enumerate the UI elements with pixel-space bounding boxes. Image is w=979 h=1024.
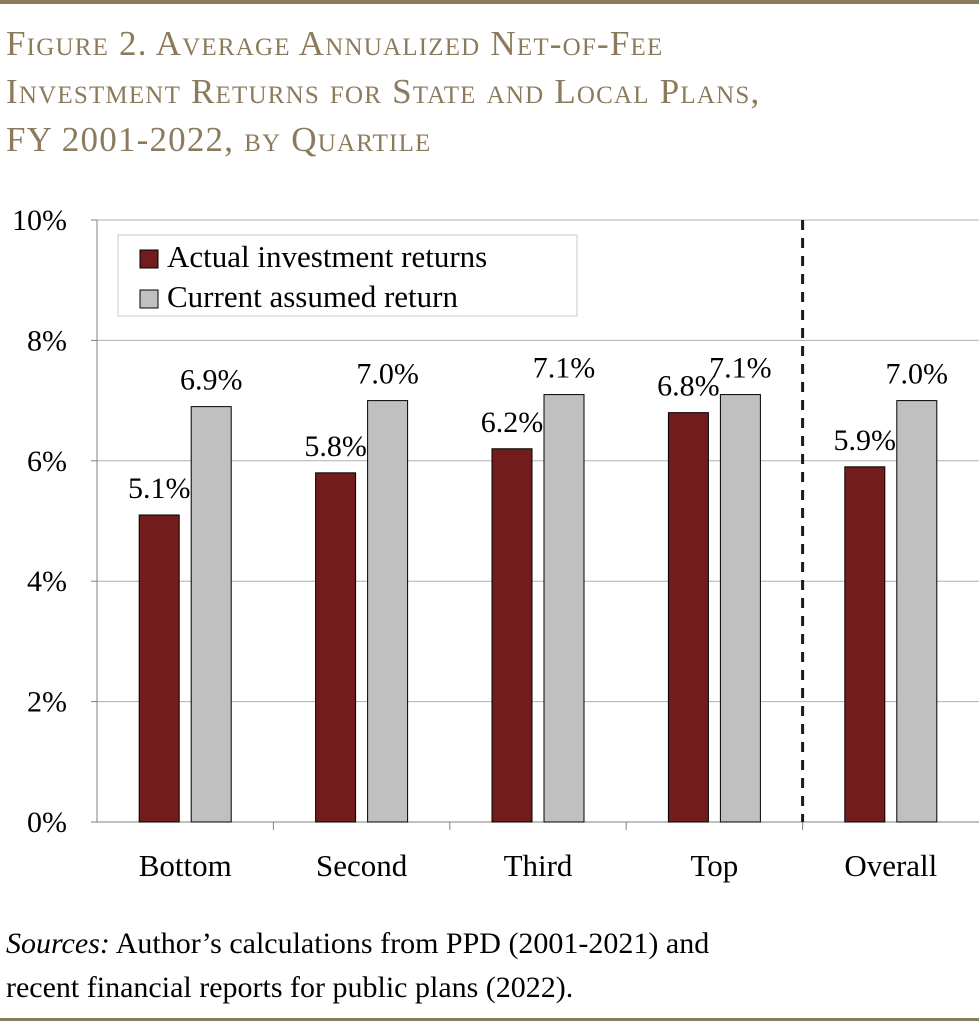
- source-note: Sources: Author’s calculations from PPD …: [6, 922, 966, 1010]
- y-tick-label: 10%: [12, 204, 67, 237]
- bar-actual: [138, 514, 180, 823]
- legend-swatch-actual: [139, 249, 159, 269]
- legend-swatch-assumed: [139, 289, 159, 309]
- title-line-1: Figure 2. Average Annualized Net-of-Fee: [6, 24, 664, 63]
- y-tick-label: 4%: [27, 565, 67, 598]
- bar-actual: [844, 466, 886, 823]
- y-tick-label: 2%: [27, 686, 67, 719]
- y-tick-label: 6%: [27, 445, 67, 478]
- data-label-actual: 5.8%: [304, 430, 367, 463]
- bar-assumed: [719, 394, 761, 823]
- top-rule: [0, 0, 979, 4]
- y-tick-label: 8%: [27, 324, 67, 357]
- bar-assumed: [543, 394, 585, 823]
- bar-assumed: [190, 406, 232, 823]
- bar-assumed: [367, 400, 409, 823]
- x-tick-label: Overall: [844, 848, 937, 883]
- data-label-assumed: 7.1%: [533, 352, 596, 385]
- source-label: Sources:: [6, 927, 110, 960]
- source-text-1: Author’s calculations from PPD (2001-202…: [109, 927, 710, 960]
- source-line-2: recent financial reports for public plan…: [6, 971, 574, 1004]
- bar-actual: [491, 448, 533, 823]
- y-tick-label: 0%: [27, 806, 67, 839]
- legend-label-assumed: Current assumed return: [167, 279, 458, 314]
- bar-assumed: [896, 400, 938, 823]
- figure-title: Figure 2. Average Annualized Net-of-Fee …: [6, 20, 966, 164]
- data-label-actual: 6.2%: [481, 406, 544, 439]
- data-label-actual: 5.1%: [128, 472, 191, 505]
- bottom-rule: [0, 1018, 979, 1021]
- source-line-1: Sources: Author’s calculations from PPD …: [6, 922, 966, 966]
- bar-chart: 0% 2% 4% 6% 8% 10% Bottom 5.1% 6.9% Second 5.8% 7.0…: [12, 204, 979, 883]
- bar-actual: [667, 412, 709, 823]
- data-label-actual: 5.9%: [834, 424, 897, 457]
- data-label-assumed: 7.0%: [886, 358, 949, 391]
- data-label-assumed: 7.0%: [356, 358, 419, 391]
- x-tick-label: Bottom: [139, 848, 232, 883]
- bar-actual: [315, 472, 357, 823]
- data-label-assumed: 6.9%: [180, 364, 243, 397]
- x-tick-label: Top: [691, 848, 739, 883]
- title-line-2: Investment Returns for State and Local P…: [6, 72, 761, 111]
- title-line-3: FY 2001-2022, by Quartile: [6, 120, 432, 159]
- legend-label-actual: Actual investment returns: [167, 239, 487, 274]
- data-label-assumed: 7.1%: [709, 352, 772, 385]
- legend-box: [117, 234, 578, 317]
- x-tick-label: Second: [316, 848, 408, 883]
- data-label-actual: 6.8%: [657, 370, 720, 403]
- x-tick-label: Third: [504, 848, 573, 883]
